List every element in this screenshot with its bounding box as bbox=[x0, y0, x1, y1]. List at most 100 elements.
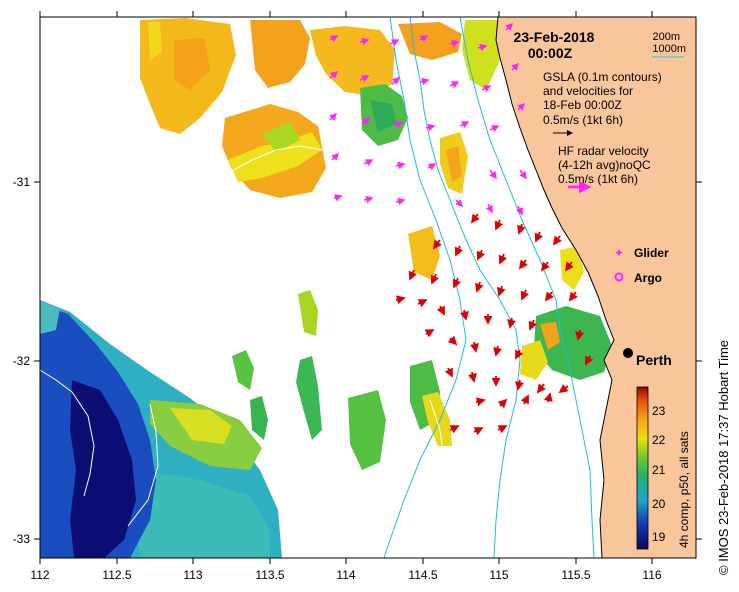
time-label: 00:00Z bbox=[528, 45, 573, 61]
hf-arrow bbox=[468, 371, 477, 383]
gsla-arrow bbox=[331, 152, 340, 161]
gsla-contour-1 bbox=[229, 145, 323, 173]
gsla-arrow bbox=[419, 77, 430, 86]
isobath-legend-1000m: 1000m bbox=[652, 43, 686, 55]
gsla-arrow bbox=[477, 43, 488, 52]
sst-patches bbox=[40, 18, 612, 558]
sst-patch-perth-y bbox=[520, 340, 548, 380]
gsla-arrow bbox=[481, 85, 492, 93]
gsla-arrow bbox=[489, 125, 500, 133]
sst-patch-perth-o bbox=[540, 322, 560, 350]
isobath-1000m bbox=[383, 17, 467, 558]
gsla-legend-line2: and velocities for bbox=[543, 84, 633, 98]
gsla-legend-line3: 18-Feb 00:00Z bbox=[543, 98, 622, 112]
y-tick-label: -31 bbox=[13, 175, 31, 189]
colorbar-tick-label: 22 bbox=[652, 433, 666, 447]
gsla-arrow bbox=[449, 39, 460, 48]
sst-patch-n-green bbox=[262, 122, 300, 152]
hf-arrow bbox=[497, 285, 506, 297]
gsla-arrow bbox=[395, 197, 406, 206]
gsla-arrow bbox=[361, 117, 371, 125]
x-tick-label: 112 bbox=[30, 568, 49, 582]
gsla-legend: GSLA (0.1m contours) and velocities for … bbox=[543, 70, 662, 127]
sst-patch-center-7 bbox=[298, 290, 318, 336]
gsla-arrow bbox=[517, 102, 526, 111]
colorbar-tick-label: 21 bbox=[652, 463, 666, 477]
gsla-contour-2 bbox=[40, 369, 95, 497]
argo-legend-label: Argo bbox=[634, 271, 662, 285]
gsla-arrow bbox=[359, 37, 370, 46]
hf-arrow bbox=[470, 341, 479, 353]
x-tick-labels: 112 112.5 113 113.5 114 114.5 115 115.5 … bbox=[30, 568, 661, 582]
hf-arrow bbox=[528, 319, 538, 331]
hf-arrow bbox=[540, 261, 550, 272]
gsla-arrow bbox=[329, 35, 339, 43]
isobath-inner bbox=[459, 17, 595, 558]
sst-patch-nearshore-n2 bbox=[370, 100, 396, 132]
gsla-contour-3 bbox=[127, 403, 159, 527]
sst-patch-center-5 bbox=[232, 350, 254, 390]
gsla-arrow bbox=[363, 159, 374, 167]
x-tick-label: 116 bbox=[642, 568, 661, 582]
argo-legend-marker bbox=[614, 272, 624, 282]
gsla-arrow bbox=[515, 205, 523, 216]
sst-patch-center-4 bbox=[422, 392, 452, 446]
hf-arrow bbox=[432, 239, 442, 250]
hf-arrow bbox=[558, 384, 569, 394]
colorbar-tick-label: 19 bbox=[652, 530, 666, 544]
hf-arrow bbox=[476, 249, 486, 261]
gsla-arrows bbox=[329, 22, 527, 216]
hf-arrow bbox=[552, 235, 562, 246]
hf-arrow bbox=[564, 261, 574, 272]
gsla-contours bbox=[40, 145, 445, 527]
x-tick-label: 113 bbox=[183, 568, 202, 582]
hf-arrow bbox=[395, 295, 406, 305]
gsla-legend-line1: GSLA (0.1m contours) bbox=[543, 70, 662, 84]
sst-patch-top bbox=[250, 20, 310, 88]
perth-marker bbox=[623, 348, 633, 358]
gsla-arrow bbox=[489, 169, 497, 180]
colorbar-tick-label: 23 bbox=[652, 404, 666, 418]
x-tick-label: 112.5 bbox=[102, 568, 131, 582]
hf-arrow bbox=[408, 269, 418, 281]
hf-legend-line3: 0.5m/s (1kt 6h) bbox=[558, 172, 638, 186]
hf-arrow bbox=[544, 291, 554, 302]
gsla-arrow bbox=[329, 71, 339, 79]
plot-frame bbox=[39, 16, 697, 559]
hf-arrow bbox=[515, 349, 524, 360]
isobaths bbox=[383, 17, 595, 558]
hf-arrow bbox=[497, 398, 508, 409]
credit-text: © IMOS 23-Feb-2018 17:37 Hobart Time bbox=[716, 339, 731, 575]
colorbar-label: 4h comp, p50, all sats bbox=[677, 431, 691, 548]
date-label: 23-Feb-2018 bbox=[514, 29, 595, 45]
isobath-legend-200m: 200m bbox=[652, 31, 680, 43]
gsla-arrow bbox=[363, 195, 374, 204]
sst-patch-nw2 bbox=[175, 38, 210, 90]
hf-arrow bbox=[494, 219, 504, 231]
gsla-contour-4 bbox=[429, 399, 445, 461]
hf-arrow bbox=[444, 367, 453, 378]
axis-ticks bbox=[34, 11, 702, 564]
gsla-arrow bbox=[455, 199, 464, 208]
hf-arrow bbox=[543, 392, 553, 403]
hf-legend-line2: (4-12h avg)noQC bbox=[558, 158, 651, 172]
hf-arrow bbox=[447, 335, 458, 346]
hf-arrow bbox=[520, 394, 529, 405]
hf-arrow bbox=[568, 291, 578, 302]
colorbar bbox=[636, 386, 649, 550]
hf-arrow bbox=[536, 383, 546, 394]
hf-arrow bbox=[452, 277, 462, 289]
gsla-arrow bbox=[393, 121, 404, 129]
hf-arrow bbox=[454, 245, 464, 257]
hf-arrow bbox=[430, 273, 440, 285]
hf-arrow bbox=[449, 425, 460, 434]
y-tick-label: -33 bbox=[13, 532, 31, 546]
hf-arrow bbox=[518, 259, 528, 270]
hf-arrow bbox=[497, 425, 508, 434]
gsla-arrow bbox=[485, 203, 493, 214]
colorbar-tick-label: 20 bbox=[652, 497, 666, 511]
x-tick-label: 114.5 bbox=[408, 568, 437, 582]
sst-patch-nw-edge bbox=[148, 22, 162, 60]
hf-arrow bbox=[575, 329, 584, 341]
